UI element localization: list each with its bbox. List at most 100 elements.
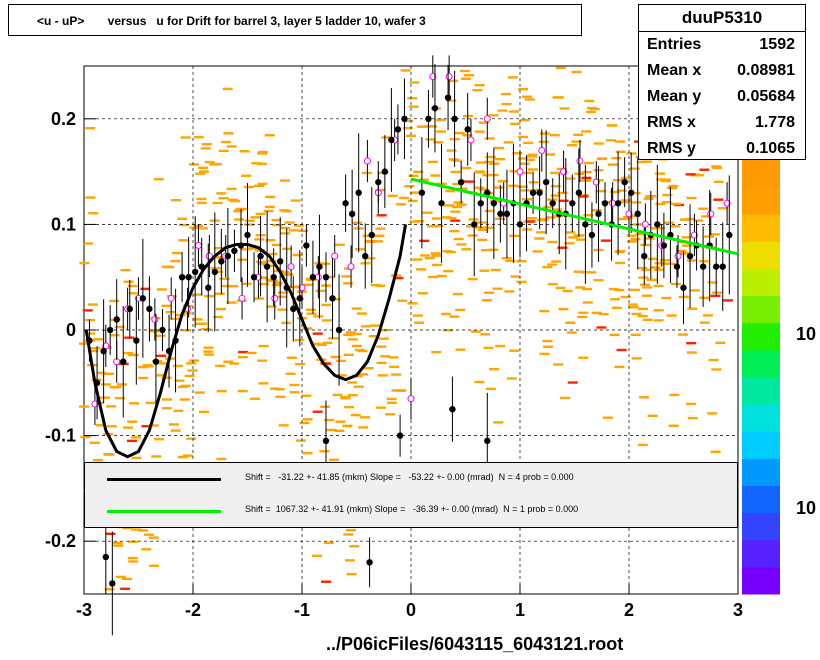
hist-bin xyxy=(351,307,362,310)
hist-bin xyxy=(360,416,371,419)
hist-bin xyxy=(567,381,578,384)
legend-line-fit2 xyxy=(107,510,221,513)
hist-bin xyxy=(290,199,301,202)
profile-point xyxy=(381,168,389,175)
hist-bin xyxy=(257,152,268,155)
hist-bin xyxy=(277,295,288,298)
hist-bin xyxy=(646,278,657,282)
hist-bin xyxy=(409,81,420,84)
hist-bin xyxy=(509,110,520,113)
hist-bin xyxy=(153,178,164,181)
hist-bin xyxy=(609,333,620,337)
hist-bin xyxy=(180,384,191,388)
hist-bin xyxy=(446,149,457,152)
palette-cell xyxy=(742,268,780,297)
profile-point xyxy=(654,221,661,228)
hist-bin xyxy=(510,275,521,278)
hist-bin xyxy=(177,455,188,459)
hist-bin xyxy=(427,125,438,128)
hist-bin xyxy=(115,575,126,579)
open-point xyxy=(609,199,617,207)
hist-bin xyxy=(376,214,387,217)
hist-bin xyxy=(187,369,198,372)
hist-bin xyxy=(128,560,139,563)
hist-bin xyxy=(373,240,384,243)
hist-bin xyxy=(661,200,672,204)
hist-bin xyxy=(525,220,536,223)
hist-bin xyxy=(474,186,485,190)
profile-point xyxy=(205,284,212,291)
profile-point xyxy=(355,189,362,196)
palette-cell xyxy=(742,539,780,568)
hist-bin xyxy=(539,309,550,313)
open-point xyxy=(625,210,633,218)
hist-bin xyxy=(96,371,107,375)
hist-bin xyxy=(495,344,506,348)
legend-line-fit1 xyxy=(107,478,221,481)
hist-bin xyxy=(344,559,355,562)
profile-point xyxy=(484,437,491,445)
hist-bin xyxy=(586,271,597,274)
hist-bin xyxy=(638,307,649,311)
profile-point xyxy=(660,242,668,249)
hist-bin xyxy=(365,240,376,243)
hist-bin xyxy=(259,282,270,286)
hist-bin xyxy=(378,337,389,340)
hist-bin xyxy=(239,150,250,153)
hist-bin xyxy=(550,194,561,197)
palette-cell xyxy=(742,241,780,269)
hist-bin xyxy=(343,353,354,357)
hist-bin xyxy=(578,195,589,198)
profile-point xyxy=(451,115,458,123)
profile-point xyxy=(627,189,635,196)
hist-bin xyxy=(495,157,506,161)
hist-bin xyxy=(289,391,300,394)
hist-bin xyxy=(306,312,317,315)
open-point xyxy=(407,395,415,403)
hist-bin xyxy=(509,349,520,352)
hist-bin xyxy=(419,239,430,243)
hist-bin xyxy=(543,206,554,209)
hist-bin xyxy=(433,224,444,228)
hist-bin xyxy=(574,172,585,176)
profile-point xyxy=(438,200,445,207)
hist-bin xyxy=(138,376,149,380)
hist-bin xyxy=(89,441,100,445)
hist-bin xyxy=(381,136,392,139)
hist-bin xyxy=(455,348,466,351)
hist-bin xyxy=(655,172,666,175)
hist-bin xyxy=(238,350,249,354)
profile-point xyxy=(542,178,550,186)
hist-bin xyxy=(226,301,237,304)
hist-bin xyxy=(258,344,269,348)
profile-point xyxy=(575,189,583,196)
hist-bin xyxy=(488,114,499,117)
hist-bin xyxy=(127,556,138,560)
hist-bin xyxy=(182,454,193,457)
hist-bin xyxy=(712,166,723,170)
hist-bin xyxy=(708,358,719,362)
hist-bin xyxy=(454,131,465,135)
profile-point xyxy=(139,295,147,302)
hist-bin xyxy=(258,276,269,279)
hist-bin xyxy=(501,92,512,96)
profile-point xyxy=(444,94,452,101)
hist-bin xyxy=(227,198,238,202)
hist-bin xyxy=(408,174,419,178)
profile-point xyxy=(218,258,225,265)
hist-bin xyxy=(82,309,93,312)
hist-bin xyxy=(547,263,558,266)
hist-bin xyxy=(620,199,631,202)
hist-bin xyxy=(251,162,262,165)
hist-bin xyxy=(631,357,642,360)
profile-point xyxy=(680,284,687,291)
hist-bin xyxy=(127,353,138,357)
profile-point xyxy=(290,305,297,313)
hist-bin xyxy=(126,439,137,443)
hist-bin xyxy=(639,396,650,399)
hist-bin xyxy=(184,374,195,378)
open-point xyxy=(287,263,295,271)
hist-bin xyxy=(663,221,674,224)
hist-bin xyxy=(350,413,361,417)
profile-point xyxy=(178,274,186,281)
